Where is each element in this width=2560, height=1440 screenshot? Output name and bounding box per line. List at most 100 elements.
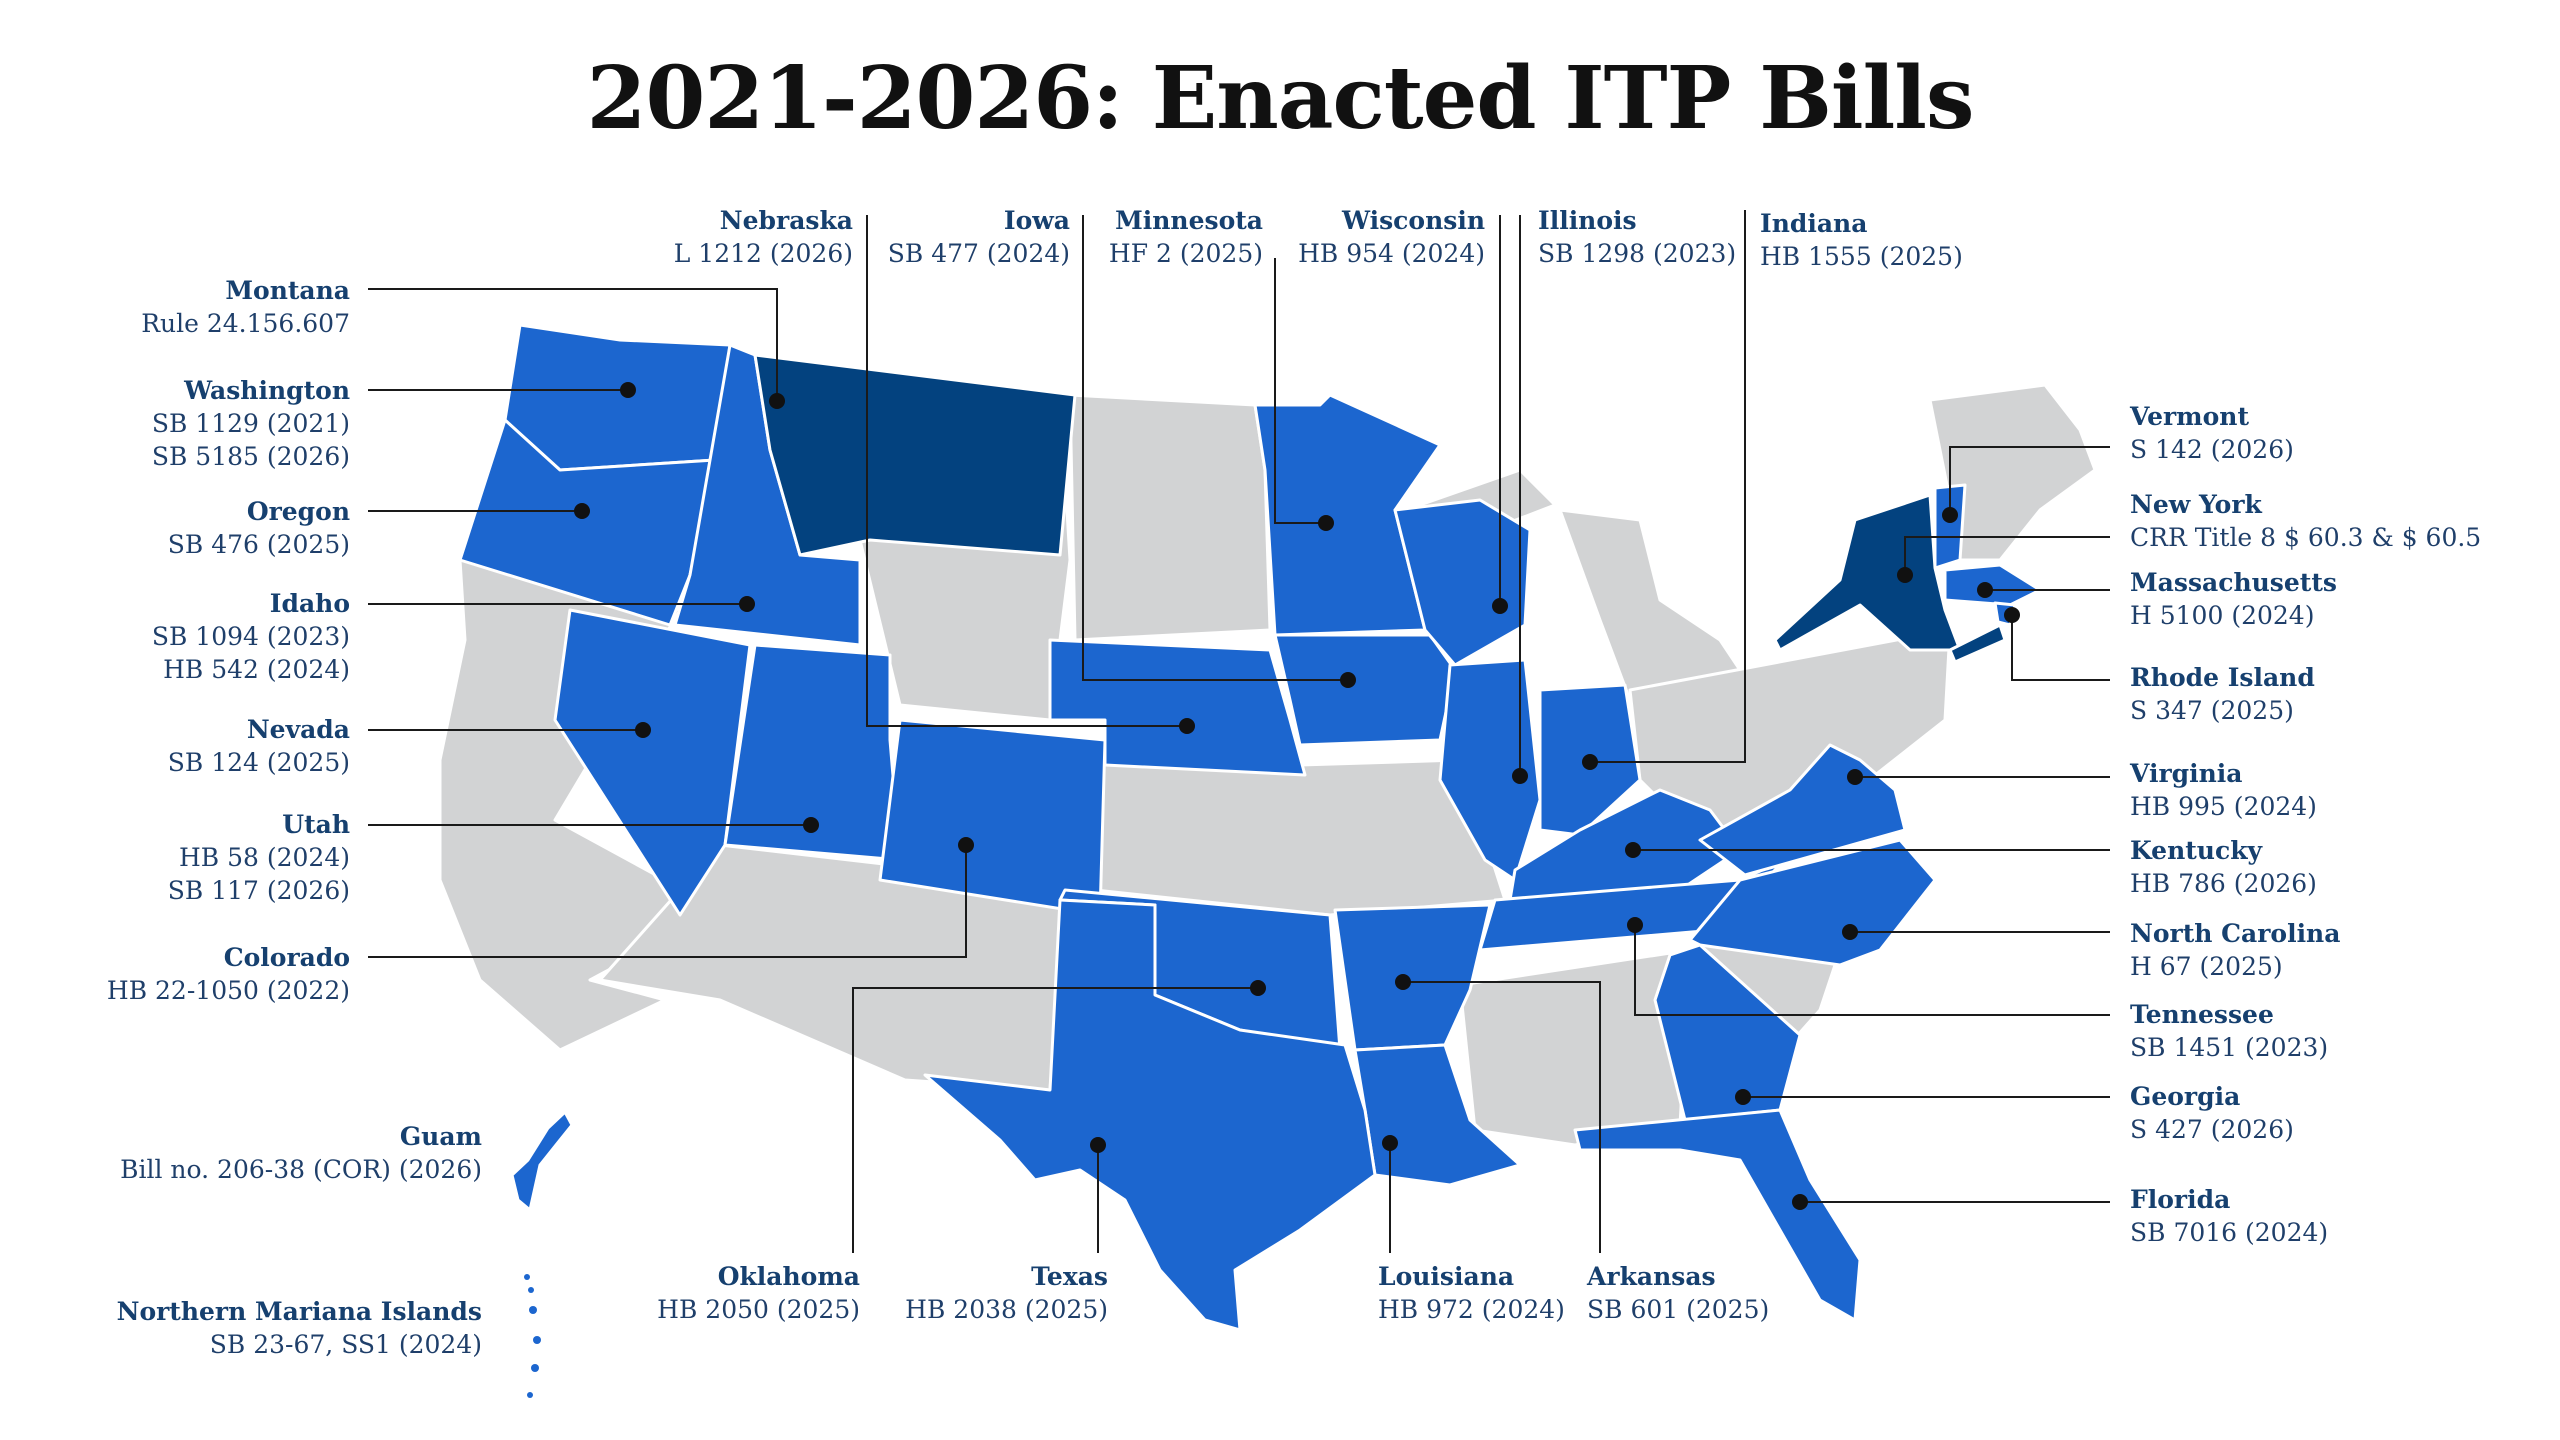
bill-text: HB 995 (2024) bbox=[2130, 792, 2317, 821]
nmi-island bbox=[528, 1287, 534, 1293]
nebraska-leader bbox=[866, 215, 1187, 727]
state-name: Louisiana bbox=[1378, 1262, 1515, 1291]
enacted-states bbox=[458, 323, 2042, 1332]
state-name: Idaho bbox=[269, 589, 350, 618]
colorado-dot bbox=[958, 837, 974, 853]
map-title: 2021-2026: Enacted ITP Bills bbox=[586, 48, 1975, 149]
tennessee-leader bbox=[1634, 925, 2110, 1016]
state-name: Oregon bbox=[246, 497, 350, 526]
northern-mariana-islands bbox=[524, 1274, 541, 1398]
label-texas: Texas HB 2038 (2025) bbox=[905, 1260, 1108, 1326]
utah-dot bbox=[803, 817, 819, 833]
indiana-leader bbox=[1590, 210, 1746, 763]
state-name: Texas bbox=[1031, 1262, 1108, 1291]
bill-text: SB 1298 (2023) bbox=[1538, 239, 1737, 268]
kentucky-dot bbox=[1625, 842, 1641, 858]
state-name: Florida bbox=[2130, 1185, 2231, 1214]
bill-text: S 427 (2026) bbox=[2130, 1115, 2294, 1144]
iowa-dot bbox=[1340, 672, 1356, 688]
wisconsin-state bbox=[1393, 498, 1532, 667]
new-york-state bbox=[1773, 493, 1962, 652]
bill-text: SB 5185 (2026) bbox=[151, 442, 350, 471]
state-name: Iowa bbox=[1003, 206, 1070, 235]
state-name: Nevada bbox=[246, 715, 350, 744]
label-newyork: New York CRR Title 8 $ 60.3 & $ 60.5 bbox=[2130, 488, 2481, 554]
label-illinois: Illinois SB 1298 (2023) bbox=[1538, 204, 1736, 270]
label-washington: Washington SB 1129 (2021) SB 5185 (2026) bbox=[152, 374, 350, 473]
montana-leader bbox=[368, 288, 778, 400]
bill-text: CRR Title 8 $ 60.3 & $ 60.5 bbox=[2130, 523, 2482, 552]
tennessee-dot bbox=[1627, 917, 1643, 933]
nebraska-dot bbox=[1179, 718, 1195, 734]
massachusetts-dot bbox=[1977, 582, 1993, 598]
bill-text: HB 954 (2024) bbox=[1298, 239, 1485, 268]
state-name: Arkansas bbox=[1587, 1262, 1716, 1291]
label-nebraska: Nebraska L 1212 (2026) bbox=[674, 204, 853, 270]
colorado-state bbox=[878, 718, 1107, 917]
state-name: Massachusetts bbox=[2130, 568, 2337, 597]
label-utah: Utah HB 58 (2024) SB 117 (2026) bbox=[168, 808, 350, 907]
nmi-island bbox=[533, 1336, 541, 1344]
montana-state bbox=[753, 353, 1077, 557]
bill-text: HB 542 (2024) bbox=[163, 655, 350, 684]
iowa-state bbox=[1273, 633, 1457, 747]
bill-text: SB 1094 (2023) bbox=[151, 622, 350, 651]
state-name: Utah bbox=[282, 810, 350, 839]
massachusetts-state bbox=[1943, 563, 2042, 607]
bill-text: SB 477 (2024) bbox=[887, 239, 1070, 268]
bill-text: H 67 (2025) bbox=[2130, 952, 2283, 981]
label-oregon: Oregon SB 476 (2025) bbox=[168, 495, 350, 561]
bill-text: SB 476 (2025) bbox=[167, 530, 350, 559]
georgia-dot bbox=[1735, 1089, 1751, 1105]
state-name: Kentucky bbox=[2130, 836, 2263, 865]
idaho-dot bbox=[739, 596, 755, 612]
label-indiana: Indiana HB 1555 (2025) bbox=[1760, 207, 1963, 273]
vermont-leader bbox=[1949, 446, 2110, 515]
bill-text: HB 2050 (2025) bbox=[657, 1295, 860, 1324]
bill-text: HB 2038 (2025) bbox=[905, 1295, 1108, 1324]
northcarolina-dot bbox=[1842, 924, 1858, 940]
state-name: Rhode Island bbox=[2130, 663, 2315, 692]
louisiana-dot bbox=[1382, 1135, 1398, 1151]
label-rhodeisland: Rhode Island S 347 (2025) bbox=[2130, 661, 2315, 727]
oregon-dot bbox=[574, 503, 590, 519]
leader-lines bbox=[368, 210, 2110, 1253]
nebraska-state bbox=[1048, 638, 1307, 777]
anchor-dots bbox=[574, 382, 2020, 1210]
label-kentucky: Kentucky HB 786 (2026) bbox=[2130, 834, 2317, 900]
state-name: Vermont bbox=[2130, 402, 2250, 431]
other-enacted-states bbox=[753, 353, 2007, 664]
label-oklahoma: Oklahoma HB 2050 (2025) bbox=[657, 1260, 860, 1326]
guam-island bbox=[510, 1110, 574, 1212]
minnesota-leader bbox=[1274, 258, 1326, 524]
label-minnesota: Minnesota HF 2 (2025) bbox=[1109, 204, 1263, 270]
state-name: Northern Mariana Islands bbox=[116, 1297, 482, 1326]
dakotas-state bbox=[1068, 393, 1272, 642]
label-georgia: Georgia S 427 (2026) bbox=[2130, 1080, 2294, 1146]
indiana-dot bbox=[1582, 754, 1598, 770]
virginia-dot bbox=[1847, 769, 1863, 785]
us-landmass bbox=[438, 383, 2097, 1147]
state-name: Oklahoma bbox=[717, 1262, 860, 1291]
bill-text: SB 117 (2026) bbox=[167, 876, 350, 905]
arkansas-state bbox=[1333, 903, 1492, 1052]
florida-state bbox=[1573, 1108, 1862, 1322]
minnesota-dot bbox=[1318, 515, 1334, 531]
bill-text: SB 23-67, SS1 (2024) bbox=[209, 1330, 482, 1359]
label-tennessee: Tennessee SB 1451 (2023) bbox=[2130, 998, 2328, 1064]
state-name: Washington bbox=[184, 376, 350, 405]
state-name: North Carolina bbox=[2130, 919, 2341, 948]
washington-state bbox=[503, 323, 732, 472]
bill-text: Rule 24.156.607 bbox=[141, 309, 350, 338]
label-vermont: Vermont S 142 (2026) bbox=[2130, 400, 2294, 466]
bill-text: HB 22-1050 (2022) bbox=[106, 976, 350, 1005]
bill-text: H 5100 (2024) bbox=[2130, 601, 2315, 630]
bill-text: S 142 (2026) bbox=[2130, 435, 2294, 464]
label-guam: Guam Bill no. 206-38 (COR) (2026) bbox=[120, 1120, 482, 1186]
label-wisconsin: Wisconsin HB 954 (2024) bbox=[1298, 204, 1485, 270]
wisconsin-dot bbox=[1492, 598, 1508, 614]
state-name: Nebraska bbox=[719, 206, 853, 235]
label-massachusetts: Massachusetts H 5100 (2024) bbox=[2130, 566, 2337, 632]
nevada-state bbox=[553, 608, 752, 917]
state-name: Georgia bbox=[2130, 1082, 2241, 1111]
